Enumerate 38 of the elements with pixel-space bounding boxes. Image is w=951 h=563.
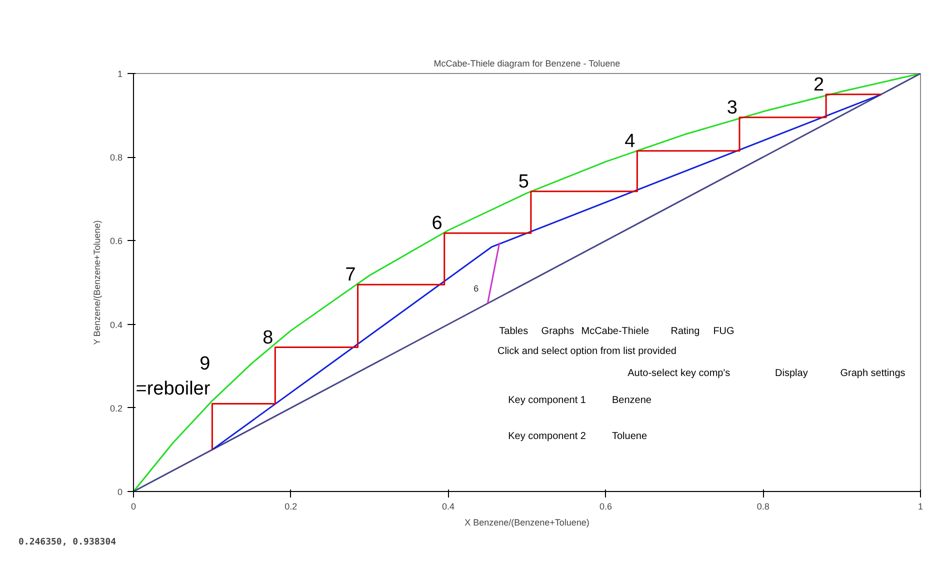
annotation: 7 <box>345 264 356 286</box>
annotation: Rating <box>670 326 700 337</box>
series-label: 6 <box>474 283 479 294</box>
annotation: 9 =reboiler <box>136 354 211 400</box>
annotation: Tables <box>499 326 528 337</box>
annotation: Key component 1 <box>508 394 586 406</box>
annotation: Graphs <box>541 326 574 337</box>
x-tick-label: 0.4 <box>442 502 455 512</box>
y-tick-label: 0.6 <box>110 236 123 246</box>
annotation: 3 <box>726 97 738 118</box>
x-tick-label: 0 <box>130 502 136 512</box>
y-tick-label: 0.2 <box>110 403 123 414</box>
y-axis-title: Y Benzene/(Benzene+Toluene) <box>92 220 102 345</box>
annotation: Key component 2 <box>508 430 586 442</box>
y-tick-label: 0.4 <box>110 320 123 330</box>
annotation: McCabe-Thiele <box>581 326 650 337</box>
y-tick-label: 1 <box>117 69 123 79</box>
annotation: 2 <box>813 74 824 96</box>
x-tick-label: 1 <box>918 502 924 512</box>
annotation: Benzene <box>612 394 652 406</box>
annotation: 6 <box>432 213 442 234</box>
annotation: Toluene <box>612 430 648 442</box>
annotation: FUG <box>713 326 735 337</box>
annotation: 5 <box>518 171 529 192</box>
x-tick-label: 0.8 <box>756 502 770 512</box>
annotation: Auto-select key comp's <box>628 368 730 380</box>
x-tick-label: 0.6 <box>599 502 612 512</box>
y-tick-label: 0 <box>117 487 123 497</box>
y-tick-label: 0.8 <box>110 152 123 163</box>
annotation: Click and select option from list provided <box>497 346 676 357</box>
chart-title: McCabe-Thiele diagram for Benzene - Toluene <box>434 58 620 68</box>
x-axis-title: X Benzene/(Benzene+Toluene) <box>464 518 590 528</box>
annotation: Graph settings <box>840 368 906 380</box>
annotation: Display <box>775 368 808 380</box>
x-tick-label: 0.2 <box>284 502 298 512</box>
annotation: 4 <box>624 130 636 152</box>
annotation: 8 <box>262 327 274 348</box>
text: 0.246350, 0.938304 <box>18 538 117 548</box>
